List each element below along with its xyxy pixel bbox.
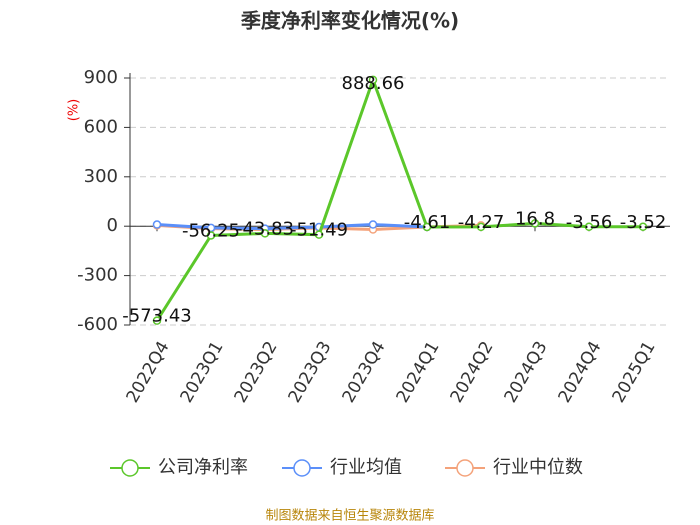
point xyxy=(530,219,540,228)
legend-label: 行业中位数 xyxy=(493,457,583,478)
y-tick-label: 0 xyxy=(107,215,118,236)
point xyxy=(422,222,432,232)
x-tick-label: 2022Q4 xyxy=(123,338,174,406)
legend-marker xyxy=(121,459,139,477)
legend-label: 公司净利率 xyxy=(158,457,248,478)
y-axis-label: (%) xyxy=(67,99,82,122)
legend-label: 行业均值 xyxy=(330,457,402,478)
data-label: -4.27 xyxy=(458,212,505,233)
y-tick-label: -600 xyxy=(77,314,118,335)
x-tick-label: 2023Q2 xyxy=(231,338,282,406)
point xyxy=(476,222,486,232)
legend-marker xyxy=(456,459,474,477)
data-label: -3.56 xyxy=(566,212,613,233)
point xyxy=(584,222,594,232)
x-tick-label: 2024Q2 xyxy=(447,338,498,406)
legend-marker xyxy=(293,459,311,477)
data-label: 16.8 xyxy=(515,208,555,229)
point xyxy=(260,229,270,238)
x-tick-label: 2024Q3 xyxy=(501,338,552,406)
data-label: -43.83 xyxy=(236,218,294,239)
series-line xyxy=(155,75,644,322)
y-tick-label: 300 xyxy=(84,166,118,187)
series-line xyxy=(156,223,428,231)
chart-title: 季度净利率变化情况(%) xyxy=(240,9,459,33)
point xyxy=(368,75,378,85)
x-tick-label: 2025Q1 xyxy=(609,338,660,406)
x-tick-label: 2023Q3 xyxy=(285,338,336,406)
data-label: 888.66 xyxy=(342,73,405,94)
point xyxy=(314,230,324,239)
y-tick-label: 900 xyxy=(84,67,118,88)
source-note: 制图数据来自恒生聚源数据库 xyxy=(265,508,434,524)
y-tick-label: -300 xyxy=(77,265,118,286)
point xyxy=(152,316,162,325)
x-tick-label: 2023Q4 xyxy=(339,338,390,406)
x-tick-label: 2024Q1 xyxy=(393,338,444,406)
data-label: -3.52 xyxy=(620,212,667,233)
point xyxy=(368,220,378,229)
data-label: -573.43 xyxy=(122,306,191,327)
point xyxy=(638,222,648,232)
data-label: -51.49 xyxy=(290,220,348,241)
point xyxy=(152,220,162,229)
data-label: -56.25 xyxy=(182,220,240,241)
x-tick-label: 2024Q4 xyxy=(555,338,606,406)
data-label: -4.61 xyxy=(404,212,451,233)
point xyxy=(206,231,216,240)
x-tick-label: 2023Q1 xyxy=(177,338,228,406)
y-tick-label: 600 xyxy=(84,116,118,137)
